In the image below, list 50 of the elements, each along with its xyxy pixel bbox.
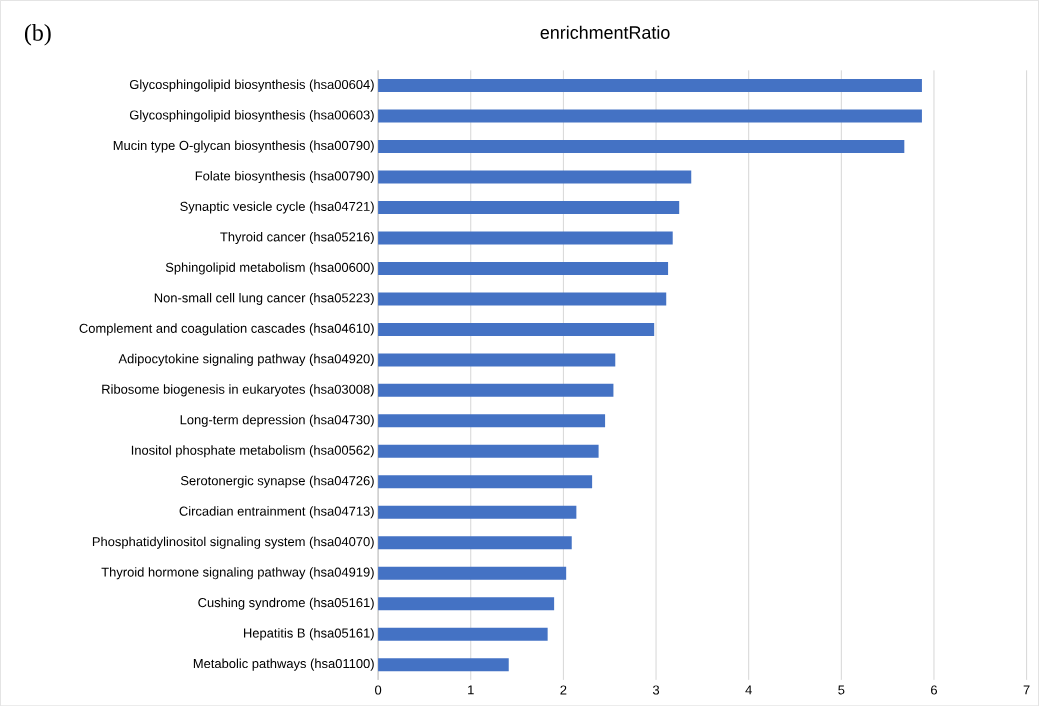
bar: [378, 78, 922, 92]
x-tick-label: 7: [1023, 685, 1030, 695]
x-tick-label: 5: [838, 685, 845, 695]
bar: [378, 109, 922, 123]
y-tick-label: Metabolic pathways (hsa01100): [193, 658, 374, 671]
y-tick-label: Non-small cell lung cancer (hsa05223): [154, 292, 374, 305]
y-tick-label: Mucin type O-glycan biosynthesis (hsa00790): [113, 140, 374, 153]
x-tick-label: 1: [468, 685, 474, 695]
y-tick-label: Ribosome biogenesis in eukaryotes (hsa03008): [102, 384, 374, 397]
bar: [378, 536, 572, 550]
bar: [378, 597, 555, 611]
bar: [378, 353, 616, 367]
x-tick-label: 0: [375, 685, 382, 695]
bar: [378, 383, 614, 397]
bar: [378, 292, 667, 306]
text: (b): [24, 23, 51, 46]
y-tick-label: Circadian entrainment (hsa04713): [179, 506, 374, 519]
x-tick-label: 3: [652, 685, 660, 695]
bar: [378, 322, 655, 336]
y-tick-label: Thyroid cancer (hsa05216): [220, 231, 374, 244]
y-tick-label: Glycosphingolipid biosynthesis (hsa00603): [129, 109, 374, 122]
y-tick-label: Adipocytokine signaling pathway (hsa04920): [118, 353, 374, 366]
bar: [378, 414, 606, 428]
bar: [378, 444, 599, 458]
bar: [378, 200, 680, 214]
y-tick-label: Serotonergic synapse (hsa04726): [180, 475, 374, 488]
x-tick-label: 6: [931, 685, 938, 695]
bar: [378, 261, 669, 275]
y-tick-label: Glycosphingolipid biosynthesis (hsa00604): [129, 79, 374, 92]
y-tick-label: Inositol phosphate metabolism (hsa00562): [131, 445, 374, 458]
bar: [378, 658, 509, 672]
x-tick-label: 2: [560, 685, 567, 695]
x-tick-label: 4: [745, 685, 752, 695]
bar: [378, 505, 577, 519]
y-tick-label: Synaptic vesicle cycle (hsa04721): [180, 201, 374, 214]
bar: [378, 170, 692, 184]
y-tick-label: Sphingolipid metabolism (hsa00600): [165, 262, 374, 275]
y-tick-label: Long-term depression (hsa04730): [180, 414, 374, 427]
y-tick-label: Hepatitis B (hsa05161): [244, 628, 374, 641]
chart-title: enrichmentRatio: [540, 25, 670, 39]
bar: [378, 231, 673, 245]
y-tick-label: Thyroid hormone signaling pathway (hsa04919): [101, 567, 374, 580]
bar: [378, 139, 905, 153]
y-tick-label: Cushing syndrome (hsa05161): [198, 597, 374, 610]
bar: [378, 566, 567, 580]
y-tick-label: Complement and coagulation cascades (hsa04610): [79, 323, 374, 336]
y-tick-label: Folate biosynthesis (hsa00790): [195, 170, 374, 183]
y-tick-label: Phosphatidylinositol signaling system (hsa04070): [92, 536, 374, 549]
bar: [378, 475, 593, 489]
bar: [378, 627, 548, 641]
